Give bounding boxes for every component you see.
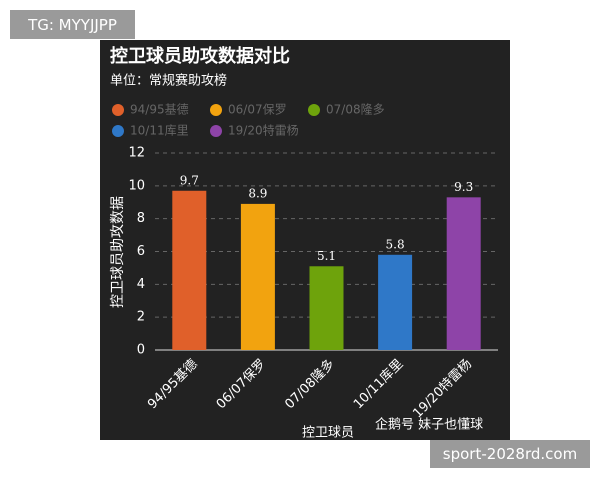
footer-watermark: sport-2028rd.com [430, 440, 590, 468]
value-label: 9.3 [454, 180, 473, 194]
value-label: 5.1 [317, 249, 336, 263]
value-label: 8.9 [248, 186, 267, 200]
value-label: 5.8 [386, 237, 405, 251]
legend-marker [112, 104, 124, 116]
legend-label: 94/95基德 [130, 102, 189, 117]
y-tick-label: 12 [128, 146, 145, 161]
y-tick-label: 6 [137, 244, 145, 259]
legend-marker [210, 125, 222, 137]
bar [172, 190, 207, 350]
legend-label: 19/20特雷杨 [228, 123, 299, 138]
bar [240, 203, 275, 350]
top-watermark: TG: MYYJJPP [10, 10, 135, 39]
legend-label: 06/07保罗 [228, 103, 287, 117]
y-tick-label: 4 [137, 277, 145, 292]
y-tick-label: 2 [137, 310, 145, 325]
legend-marker [308, 104, 320, 116]
bar [446, 197, 481, 350]
y-tick-label: 8 [137, 211, 145, 226]
value-label: 9.7 [180, 173, 199, 187]
legend-label: 10/11库里 [130, 123, 189, 138]
chart-panel [100, 40, 510, 440]
y-tick-label: 0 [137, 343, 145, 358]
chart-subtitle: 单位：常规赛助攻榜 [110, 73, 227, 89]
bar [378, 254, 413, 350]
bar [309, 266, 344, 350]
legend-label: 07/08隆多 [326, 102, 385, 117]
x-axis-label: 控卫球员 [302, 426, 354, 441]
y-tick-label: 10 [128, 178, 145, 193]
chart-title: 控卫球员助攻数据对比 [110, 45, 290, 67]
source-watermark: 企鹅号 妹子也懂球 [375, 417, 483, 433]
y-axis-label: 控卫球员助攻数据 [110, 196, 126, 308]
legend-marker [210, 104, 222, 116]
legend-marker [112, 125, 124, 137]
